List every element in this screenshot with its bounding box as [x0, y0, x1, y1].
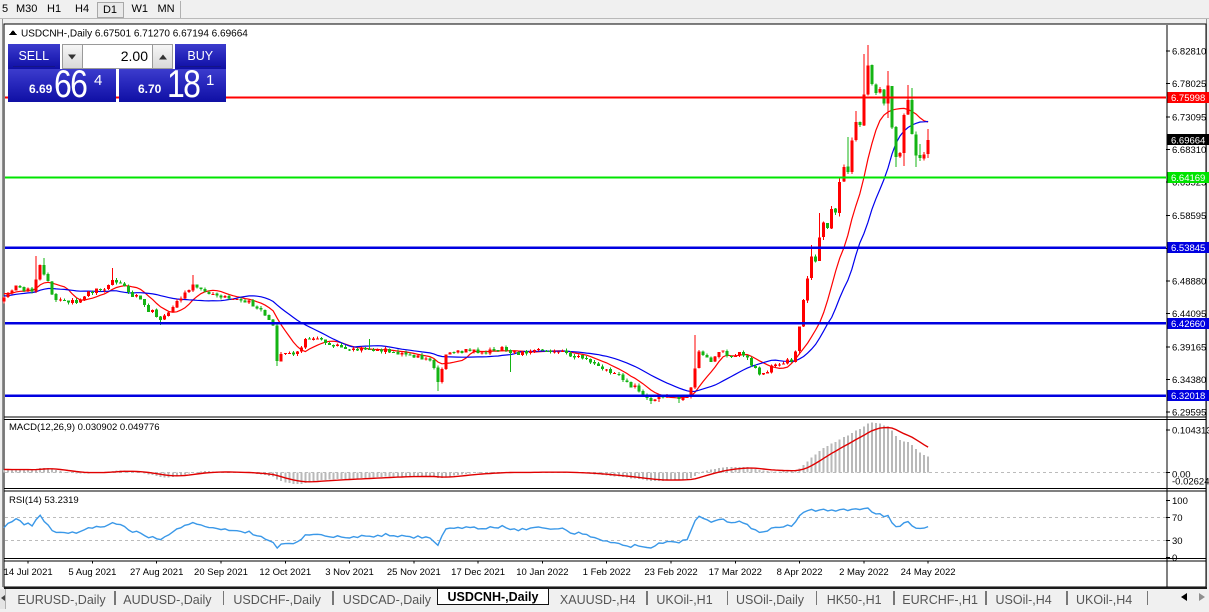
svg-text:6.32018: 6.32018 — [1171, 391, 1205, 402]
svg-text:6.82810: 6.82810 — [1172, 47, 1206, 58]
svg-text:6.29595: 6.29595 — [1172, 407, 1206, 418]
svg-text:6.78025: 6.78025 — [1172, 79, 1206, 90]
svg-text:5 Aug 2021: 5 Aug 2021 — [68, 567, 116, 578]
svg-text:24 May 2022: 24 May 2022 — [901, 567, 956, 578]
svg-text:6.58595: 6.58595 — [1172, 211, 1206, 222]
svg-text:6.75998: 6.75998 — [1171, 93, 1205, 104]
svg-text:17 Dec 2021: 17 Dec 2021 — [451, 567, 505, 578]
svg-text:25 Nov 2021: 25 Nov 2021 — [387, 567, 441, 578]
svg-text:27 Aug 2021: 27 Aug 2021 — [130, 567, 183, 578]
svg-text:RSI(14) 53.2319: RSI(14) 53.2319 — [9, 495, 79, 506]
svg-text:70: 70 — [1172, 513, 1183, 524]
svg-text:100: 100 — [1172, 496, 1188, 507]
svg-text:30: 30 — [1172, 536, 1183, 547]
svg-text:0: 0 — [1172, 553, 1177, 564]
svg-text:17 Mar 2022: 17 Mar 2022 — [709, 567, 762, 578]
svg-text:3 Nov 2021: 3 Nov 2021 — [325, 567, 374, 578]
svg-text:20 Sep 2021: 20 Sep 2021 — [194, 567, 248, 578]
svg-text:12 Oct 2021: 12 Oct 2021 — [259, 567, 311, 578]
svg-text:23 Feb 2022: 23 Feb 2022 — [644, 567, 697, 578]
svg-text:6.42660: 6.42660 — [1171, 319, 1205, 330]
svg-text:6.34380: 6.34380 — [1172, 375, 1206, 386]
svg-text:8 Apr 2022: 8 Apr 2022 — [777, 567, 823, 578]
svg-text:0.00: 0.00 — [1172, 470, 1191, 481]
svg-text:6.73095: 6.73095 — [1172, 113, 1206, 124]
svg-text:-0.026249: -0.026249 — [1172, 477, 1209, 488]
svg-text:MACD(12,26,9) 0.030902 0.04977: MACD(12,26,9) 0.030902 0.049776 — [9, 422, 160, 433]
svg-text:2 May 2022: 2 May 2022 — [839, 567, 889, 578]
svg-text:10 Jan 2022: 10 Jan 2022 — [516, 567, 568, 578]
svg-text:0.104313: 0.104313 — [1172, 426, 1209, 437]
svg-text:6.48880: 6.48880 — [1172, 277, 1206, 288]
svg-text:USDCNH-,Daily 6.67501 6.71270: USDCNH-,Daily 6.67501 6.71270 6.67194 6.… — [21, 29, 248, 40]
svg-text:6.64169: 6.64169 — [1171, 173, 1205, 184]
svg-text:6.39165: 6.39165 — [1172, 343, 1206, 354]
svg-text:6.44095: 6.44095 — [1172, 309, 1206, 320]
svg-text:1 Feb 2022: 1 Feb 2022 — [583, 567, 631, 578]
svg-text:6.69664: 6.69664 — [1171, 135, 1205, 146]
svg-text:6.68310: 6.68310 — [1172, 145, 1206, 156]
svg-text:14 Jul 2021: 14 Jul 2021 — [4, 567, 53, 578]
svg-text:6.53845: 6.53845 — [1171, 243, 1205, 254]
